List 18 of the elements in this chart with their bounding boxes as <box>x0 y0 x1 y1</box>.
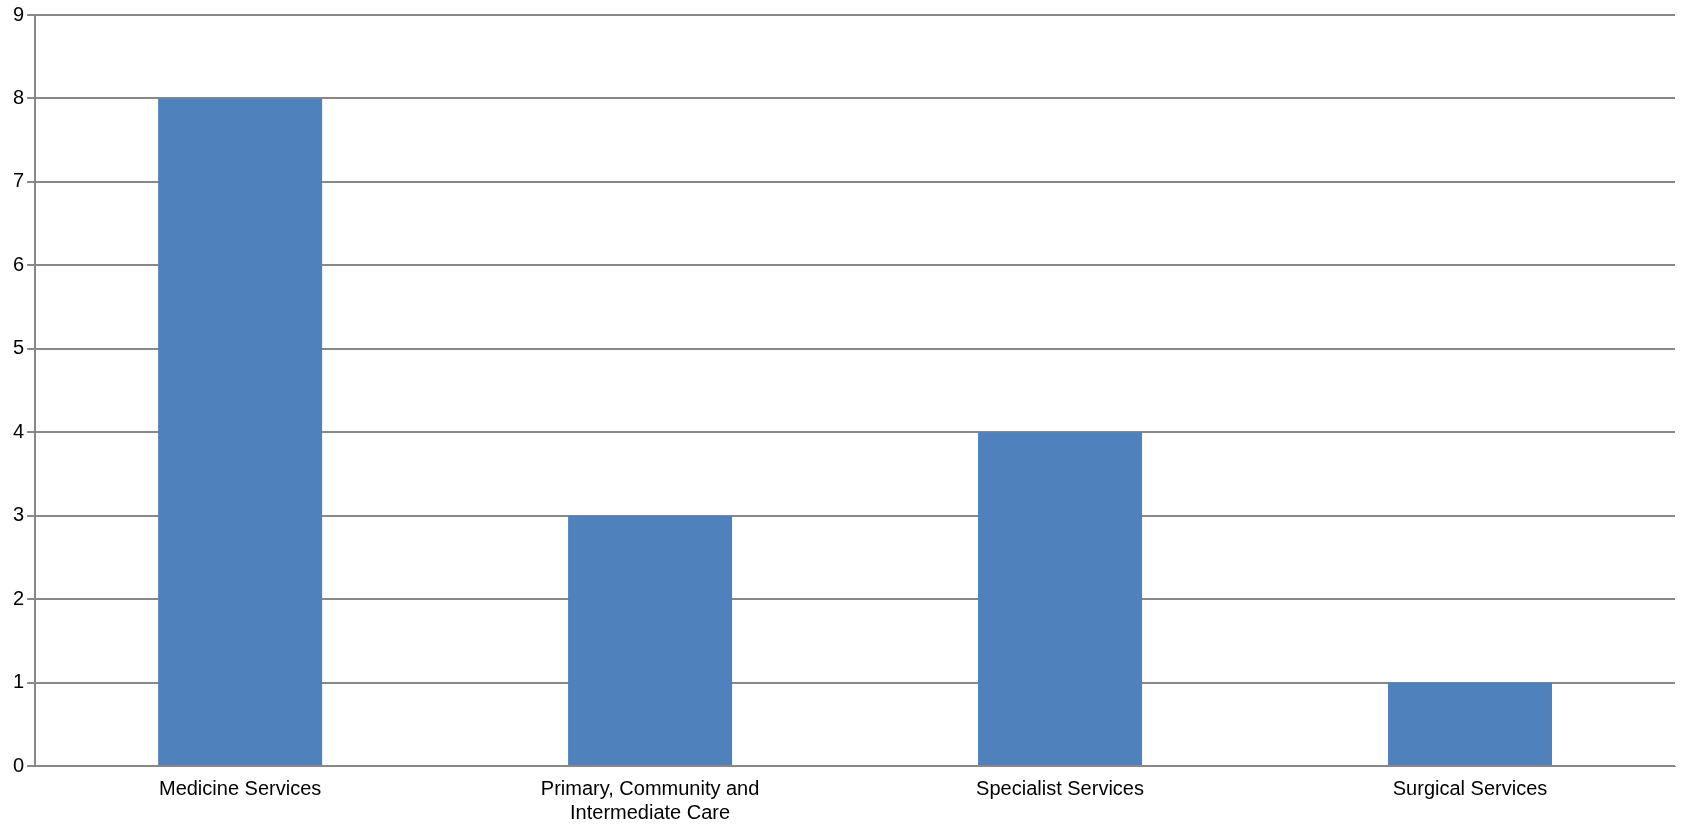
bar <box>978 432 1143 765</box>
y-tick-label: 6 <box>13 252 25 275</box>
bar <box>568 515 733 765</box>
y-tick-label: 5 <box>13 336 25 359</box>
bar <box>1388 682 1553 765</box>
y-tick-label: 3 <box>13 503 25 526</box>
y-tick-label: 4 <box>13 419 25 442</box>
y-tick-label: 1 <box>13 670 25 693</box>
x-tick-label: Specialist Services <box>976 776 1144 799</box>
y-tick-label: 7 <box>13 169 25 192</box>
x-tick-label: Medicine Services <box>158 776 322 799</box>
y-tick-label: 9 <box>13 2 25 25</box>
y-tick-label: 2 <box>13 586 25 609</box>
x-tick-label: Primary, Community and Intermediate Care <box>540 776 760 823</box>
y-tick-label: 0 <box>13 753 25 776</box>
x-tick-label: Surgical Services <box>1392 776 1548 799</box>
bar <box>158 98 323 765</box>
y-tick-label: 8 <box>13 85 25 108</box>
